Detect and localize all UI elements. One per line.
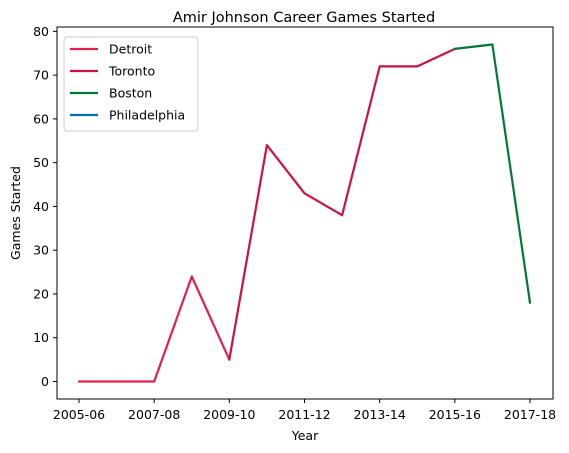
data-point-toronto xyxy=(340,214,344,217)
y-tick-label: 80 xyxy=(33,24,49,39)
chart-title: Amir Johnson Career Games Started xyxy=(173,10,435,26)
x-tick-label: 2015-16 xyxy=(429,407,481,422)
legend-label-boston: Boston xyxy=(109,86,152,101)
plot-area xyxy=(77,43,532,383)
data-point-toronto xyxy=(265,144,269,147)
y-tick-label: 50 xyxy=(33,155,49,170)
data-point-toronto xyxy=(378,65,381,68)
data-point-toronto xyxy=(228,358,231,361)
x-axis-label: Year xyxy=(291,428,319,443)
y-tick-label: 10 xyxy=(33,330,49,345)
x-tick-label: 2009-10 xyxy=(203,407,255,422)
series-line-toronto xyxy=(228,47,456,360)
data-point-boston xyxy=(491,43,494,46)
x-tick-label: 2017-18 xyxy=(504,407,556,422)
legend-label-detroit: Detroit xyxy=(109,42,152,57)
y-tick-label: 40 xyxy=(33,199,49,214)
x-tick-label: 2013-14 xyxy=(354,407,406,422)
series-line-boston xyxy=(454,43,532,303)
legend: Detroit Toronto Boston Philadelphia xyxy=(63,36,199,132)
data-point-boston xyxy=(528,301,532,304)
data-point-toronto xyxy=(303,192,306,195)
y-axis-label: Games Started xyxy=(8,166,23,260)
legend-label-toronto: Toronto xyxy=(108,64,155,79)
x-tick-label: 2011-12 xyxy=(278,407,330,422)
data-point-detroit xyxy=(153,380,156,383)
y-tick-label: 30 xyxy=(33,243,49,258)
y-tick-label: 60 xyxy=(33,111,49,126)
y-tick-label: 0 xyxy=(41,374,49,389)
data-point-detroit xyxy=(115,380,118,383)
y-tick-label: 20 xyxy=(33,286,49,301)
legend-box xyxy=(63,36,199,132)
series-line-detroit xyxy=(79,275,231,383)
data-point-detroit xyxy=(190,275,193,278)
x-tick-label: 2007-08 xyxy=(128,407,180,422)
data-point-detroit xyxy=(77,380,81,383)
data-point-boston xyxy=(453,47,456,50)
y-tick-label: 70 xyxy=(33,68,49,83)
x-tick-label: 2005-06 xyxy=(53,407,105,422)
legend-label-philadelphia: Philadelphia xyxy=(109,108,185,123)
data-point-toronto xyxy=(416,65,419,68)
